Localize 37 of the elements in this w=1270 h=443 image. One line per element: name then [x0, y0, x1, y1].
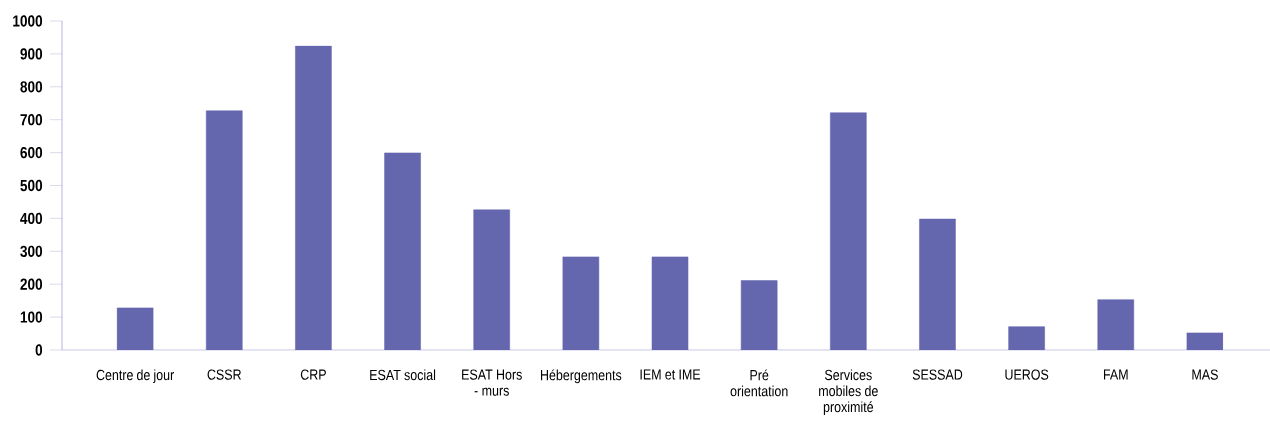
y-tick-label: 0 — [35, 344, 43, 356]
x-tick-label: Pré orientation — [730, 369, 788, 397]
y-tick-label: 700 — [20, 114, 43, 126]
x-tick-label: Centre de jour — [96, 369, 174, 384]
x-tick-label: ESAT social — [370, 369, 436, 381]
bar — [919, 218, 956, 350]
y-tick-label: 200 — [20, 278, 43, 290]
bar — [740, 280, 778, 350]
x-tick-label: MAS — [1192, 369, 1218, 380]
x-tick-label: ESAT Hors - murs — [462, 369, 522, 396]
x-tick-label: Services mobiles de proximité — [819, 369, 878, 416]
y-tick-label: 500 — [20, 179, 43, 192]
bar — [295, 45, 332, 350]
bar — [651, 256, 689, 350]
x-tick-label: Hébergements — [541, 369, 622, 384]
y-tick-label: 800 — [20, 81, 43, 93]
bar — [1186, 332, 1224, 350]
y-tick-label: 1000 — [13, 15, 43, 27]
bar — [116, 307, 154, 350]
x-tick-label: CRP — [300, 369, 326, 380]
x-tick-label: FAM — [1103, 369, 1128, 380]
bar — [473, 209, 510, 350]
bar — [562, 256, 600, 350]
y-tick-label: 300 — [20, 245, 43, 257]
x-tick-label: IEM et IME — [640, 369, 701, 380]
bar — [205, 110, 243, 350]
y-tick-label: 100 — [20, 311, 43, 323]
x-tick-label: UEROS — [1005, 369, 1049, 380]
x-tick-label: CSSR — [207, 369, 241, 380]
y-tick-label: 400 — [20, 212, 43, 225]
bar — [1008, 326, 1045, 350]
bar — [384, 152, 421, 350]
bar — [830, 112, 867, 350]
x-tick-label: SESSAD — [912, 369, 963, 380]
y-tick-label: 600 — [20, 146, 43, 159]
y-tick-label: 900 — [20, 48, 43, 60]
bar — [1097, 299, 1135, 350]
